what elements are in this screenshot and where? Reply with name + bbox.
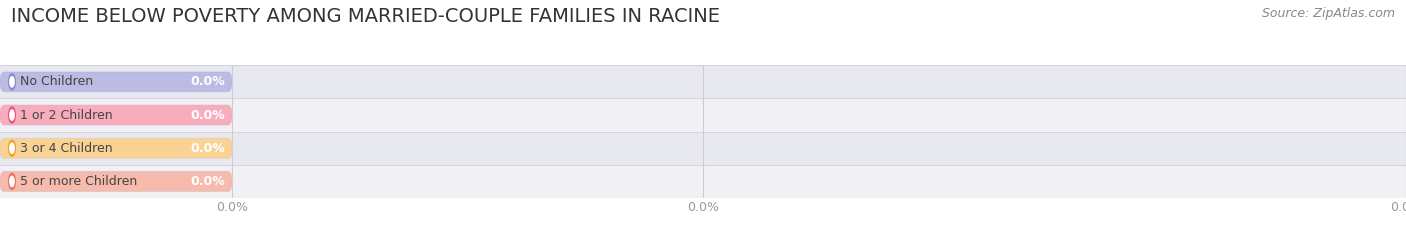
- FancyBboxPatch shape: [0, 171, 232, 192]
- Circle shape: [10, 77, 14, 87]
- Text: 0.0%: 0.0%: [190, 109, 225, 122]
- Circle shape: [10, 176, 14, 187]
- FancyBboxPatch shape: [0, 72, 232, 92]
- Circle shape: [10, 110, 14, 120]
- Circle shape: [8, 174, 15, 189]
- FancyBboxPatch shape: [0, 171, 232, 192]
- Text: 0.0%: 0.0%: [190, 142, 225, 155]
- Circle shape: [10, 143, 14, 153]
- Text: INCOME BELOW POVERTY AMONG MARRIED-COUPLE FAMILIES IN RACINE: INCOME BELOW POVERTY AMONG MARRIED-COUPL…: [11, 7, 720, 26]
- Circle shape: [8, 140, 15, 156]
- Text: 0.0%: 0.0%: [190, 75, 225, 88]
- Text: 1 or 2 Children: 1 or 2 Children: [20, 109, 112, 122]
- Circle shape: [8, 107, 15, 123]
- Bar: [0, 98, 1406, 132]
- Circle shape: [8, 74, 15, 90]
- Text: No Children: No Children: [20, 75, 93, 88]
- Text: 3 or 4 Children: 3 or 4 Children: [20, 142, 112, 155]
- Text: 5 or more Children: 5 or more Children: [20, 175, 136, 188]
- Bar: [0, 132, 1406, 165]
- FancyBboxPatch shape: [0, 138, 232, 158]
- Text: Source: ZipAtlas.com: Source: ZipAtlas.com: [1261, 7, 1395, 20]
- FancyBboxPatch shape: [0, 105, 232, 125]
- Bar: [0, 165, 1406, 198]
- Text: 0.0%: 0.0%: [190, 175, 225, 188]
- FancyBboxPatch shape: [0, 138, 232, 158]
- FancyBboxPatch shape: [0, 72, 232, 92]
- Bar: [0, 65, 1406, 98]
- FancyBboxPatch shape: [0, 105, 232, 125]
